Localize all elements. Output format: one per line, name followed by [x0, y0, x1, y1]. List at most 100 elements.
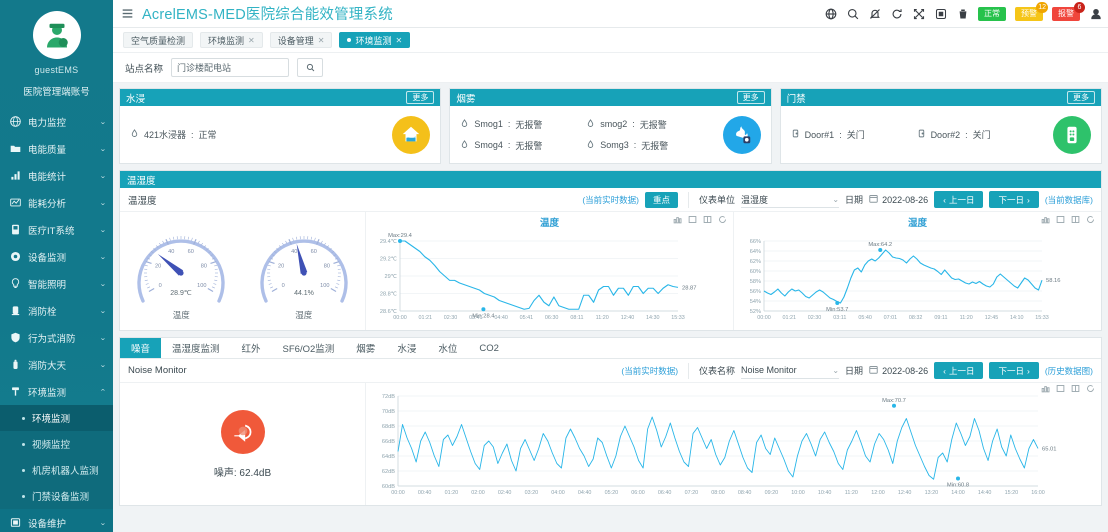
date-picker[interactable]: 2022-08-26: [869, 194, 928, 205]
refresh-icon[interactable]: [718, 215, 727, 224]
db-hint[interactable]: (当前数据库): [1044, 194, 1093, 205]
smoke-detector-icon[interactable]: [722, 115, 761, 154]
user-avatar-icon[interactable]: [1089, 7, 1102, 20]
tab-infrared[interactable]: 红外: [231, 338, 272, 358]
history-hint[interactable]: (历史数据图): [1044, 365, 1093, 376]
noise-alarm-icon[interactable]: [220, 409, 265, 454]
sidebar-item-hydrant[interactable]: 消防栓 ⌄: [0, 297, 113, 324]
more-button[interactable]: 更多: [736, 91, 765, 104]
svg-text:64%: 64%: [750, 249, 761, 255]
date-value: 2022-08-26: [882, 194, 929, 205]
tab-temp-humidity[interactable]: 温湿度监测: [161, 338, 231, 358]
apps-icon[interactable]: [934, 7, 947, 20]
trash-icon[interactable]: [956, 7, 969, 20]
tab-water-level[interactable]: 水位: [427, 338, 468, 358]
refresh-icon[interactable]: [890, 7, 903, 20]
sidebar-item-power-quality[interactable]: 电能质量 ⌄: [0, 135, 113, 162]
meter-unit-select[interactable]: 温湿度 ⌄: [741, 191, 840, 208]
more-button[interactable]: 更多: [1066, 91, 1095, 104]
svg-text:15:33: 15:33: [671, 315, 685, 321]
sidebar-item-energy-analysis[interactable]: 能耗分析 ⌄: [0, 189, 113, 216]
close-icon[interactable]: ✕: [317, 35, 325, 45]
zoom-restore-icon[interactable]: [1071, 384, 1080, 393]
refresh-icon[interactable]: [1086, 384, 1095, 393]
date-picker[interactable]: 2022-08-26: [869, 365, 928, 376]
collapse-menu-icon[interactable]: [121, 7, 134, 20]
status-badge-normal[interactable]: 正常: [978, 6, 1006, 21]
globe-icon[interactable]: [824, 7, 837, 20]
nav-tab-env-monitor-1[interactable]: 环境监测 ✕: [200, 32, 263, 48]
search-button[interactable]: [297, 58, 324, 77]
avatar[interactable]: [32, 11, 81, 59]
realtime-link[interactable]: (当前实时数据): [621, 365, 679, 376]
data-view-icon[interactable]: [1041, 384, 1050, 393]
search-input[interactable]: [171, 58, 290, 77]
chevron-right-icon: ›: [1026, 194, 1030, 205]
sidebar-item-medical-it[interactable]: 医疗IT系统 ⌄: [0, 216, 113, 243]
tab-sf6-o2[interactable]: SF6/O2监测: [272, 338, 346, 358]
sidebar-item-device-monitor[interactable]: 设备监测 ⌄: [0, 243, 113, 270]
zoom-restore-icon[interactable]: [1071, 215, 1080, 224]
water-leak-icon[interactable]: [392, 115, 431, 154]
svg-text:80: 80: [323, 264, 329, 270]
nav-tab-air-quality[interactable]: 空气质量检测: [123, 32, 194, 48]
zoom-box-icon[interactable]: [1056, 384, 1065, 393]
sidebar-item-env-monitor[interactable]: 环境监测 ⌃: [0, 378, 113, 405]
door-access-icon[interactable]: [1052, 115, 1091, 154]
sidebar-item-power-monitor[interactable]: 电力监控 ⌄: [0, 108, 113, 135]
sidebar-item-power-stats[interactable]: 电能统计 ⌄: [0, 162, 113, 189]
status-badge-alarm[interactable]: 报警 6: [1052, 1, 1085, 21]
sidebar-item-fire-safety[interactable]: 消防大天 ⌄: [0, 351, 113, 378]
bell-off-icon[interactable]: [868, 7, 881, 20]
data-view-icon[interactable]: [1041, 215, 1050, 224]
sidebar-subitem-video-monitor[interactable]: 视频监控: [0, 431, 113, 457]
svg-text:28.8℃: 28.8℃: [380, 292, 398, 298]
realtime-link[interactable]: (当前实时数据): [582, 194, 640, 205]
gauge-value: 28.9℃: [171, 290, 193, 297]
sidebar-subitem-door-monitor[interactable]: 门禁设备监测: [0, 483, 113, 509]
zoom-box-icon[interactable]: [688, 215, 697, 224]
nav-tab-device-mgmt[interactable]: 设备管理 ✕: [269, 32, 333, 48]
sidebar-subitem-env-monitor[interactable]: 环境监测: [0, 405, 113, 431]
tab-smoke[interactable]: 烟雾: [345, 338, 386, 358]
prev-day-button[interactable]: ‹ 上一日: [934, 191, 984, 208]
card-header: 烟雾 更多: [450, 89, 771, 106]
sidebar-item-behavior-fire[interactable]: 行为式消防 ⌄: [0, 324, 113, 351]
svg-text:03:20: 03:20: [525, 490, 539, 496]
fullscreen-icon[interactable]: [912, 7, 925, 20]
next-day-button[interactable]: 下一日 ›: [989, 362, 1039, 379]
data-view-icon[interactable]: [673, 215, 682, 224]
next-day-button[interactable]: 下一日 ›: [989, 191, 1039, 208]
sidebar-subitem-robot-monitor[interactable]: 机房机器人监测: [0, 457, 113, 483]
close-icon[interactable]: ✕: [395, 35, 403, 45]
tab-water-leak[interactable]: 水浸: [386, 338, 427, 358]
svg-text:66dB: 66dB: [382, 439, 395, 445]
badge-label: 正常: [984, 9, 1000, 18]
svg-text:01:21: 01:21: [419, 315, 433, 321]
chevron-down-icon: ⌄: [99, 118, 107, 126]
nav-tab-env-monitor-active[interactable]: 环境监测 ✕: [339, 32, 411, 48]
svg-text:100: 100: [320, 283, 329, 289]
refresh-icon[interactable]: [1086, 215, 1095, 224]
humidity-chart: 66% 64% 62% 60% 58% 56% 54% 52%00:00 01:21 02:30 0…: [750, 239, 1061, 321]
zoom-restore-icon[interactable]: [703, 215, 712, 224]
tab-noise[interactable]: 噪音: [120, 338, 162, 358]
sidebar-item-maintenance[interactable]: 设备维护 ⌄: [0, 509, 113, 532]
search-icon[interactable]: [846, 7, 859, 20]
zoom-box-icon[interactable]: [1056, 215, 1065, 224]
meter-name-select[interactable]: Noise Monitor ⌄: [741, 362, 840, 379]
more-button[interactable]: 更多: [406, 91, 435, 104]
card-title: 门禁: [786, 93, 806, 105]
sidebar-item-smart-lighting[interactable]: 智能照明 ⌄: [0, 270, 113, 297]
close-icon[interactable]: ✕: [248, 35, 255, 45]
sensor-value: 关门: [972, 130, 991, 140]
date-label: 日期: [845, 366, 864, 376]
sidebar-subitem-label: 环境监测: [32, 414, 71, 425]
panel-header: 温湿度: [120, 171, 1101, 188]
status-badge-warning[interactable]: 预警 12: [1015, 1, 1048, 21]
prev-day-button[interactable]: ‹ 上一日: [934, 362, 984, 379]
sidebar-item-label: 能耗分析: [28, 198, 67, 210]
tab-co2[interactable]: CO2: [468, 338, 510, 358]
svg-text:04:40: 04:40: [494, 315, 508, 321]
focus-button[interactable]: 重点: [645, 191, 679, 208]
